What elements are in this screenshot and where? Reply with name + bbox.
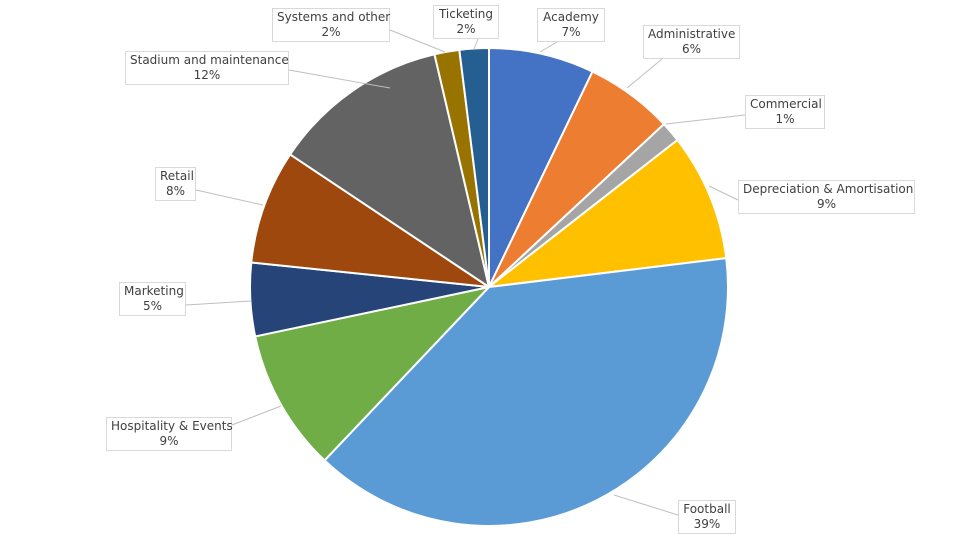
pie-slices bbox=[249, 47, 729, 527]
data-label: Ticketing 2% bbox=[433, 5, 499, 39]
data-label-percent: 39% bbox=[693, 517, 721, 531]
data-label-category: Commercial bbox=[750, 97, 822, 111]
data-label-percent: 2% bbox=[321, 25, 341, 39]
data-label-percent: 2% bbox=[456, 22, 476, 36]
leader-line bbox=[185, 300, 252, 306]
leader-line bbox=[708, 185, 739, 201]
leader-lines bbox=[185, 29, 746, 516]
data-label-category: Systems and other bbox=[277, 10, 391, 24]
pie-slice-academy bbox=[488, 47, 594, 288]
data-label-percent: 1% bbox=[775, 112, 795, 126]
data-label-percent: 6% bbox=[681, 42, 702, 56]
leader-line bbox=[613, 494, 679, 516]
data-label-category: Depreciation & Amortisation bbox=[743, 182, 914, 196]
data-label: Marketing 5% bbox=[119, 282, 186, 316]
data-label-percent: 8% bbox=[165, 184, 186, 198]
leader-line bbox=[389, 29, 446, 53]
data-label-percent: 9% bbox=[159, 434, 179, 448]
data-label-percent: 12% bbox=[193, 68, 221, 82]
leader-line bbox=[539, 41, 558, 53]
data-label: Administrative 6% bbox=[643, 25, 740, 59]
pie-slice-depreciation-amortisation bbox=[488, 138, 728, 288]
leader-line bbox=[195, 189, 264, 206]
pie-slice-hospitality-events bbox=[254, 286, 490, 462]
data-label-percent: 7% bbox=[561, 25, 581, 39]
data-label-percent: 9% bbox=[816, 197, 837, 211]
pie-slice-football bbox=[323, 257, 729, 527]
pie-slice-retail bbox=[250, 153, 490, 288]
data-label: Academy 7% bbox=[537, 8, 605, 42]
leader-line bbox=[288, 69, 391, 89]
data-label: Retail 8% bbox=[155, 167, 196, 201]
data-label: Stadium and maintenance 12% bbox=[125, 51, 289, 85]
leader-line bbox=[626, 58, 663, 89]
data-label-category: Retail bbox=[160, 169, 194, 183]
data-label: Commercial 1% bbox=[745, 95, 825, 129]
leader-line bbox=[473, 38, 479, 50]
data-label: Hospitality & Events 9% bbox=[106, 417, 233, 451]
data-label: Football 39% bbox=[678, 500, 736, 534]
data-label-category: Ticketing bbox=[438, 7, 494, 21]
data-label-category: Football bbox=[683, 502, 731, 516]
data-label-category: Academy bbox=[543, 10, 599, 24]
leader-line bbox=[665, 114, 746, 125]
data-label-category: Stadium and maintenance bbox=[130, 53, 289, 67]
data-label-category: Administrative bbox=[648, 27, 736, 41]
data-label-category: Marketing bbox=[124, 284, 184, 298]
leader-line bbox=[231, 405, 282, 426]
data-label-percent: 5% bbox=[142, 299, 163, 313]
pie-slice-stadium-and-maintenance bbox=[289, 53, 490, 288]
data-label: Systems and other 2% bbox=[272, 8, 390, 42]
data-label: Depreciation & Amortisation 9% bbox=[738, 180, 915, 214]
data-label-category: Hospitality & Events bbox=[111, 419, 233, 433]
